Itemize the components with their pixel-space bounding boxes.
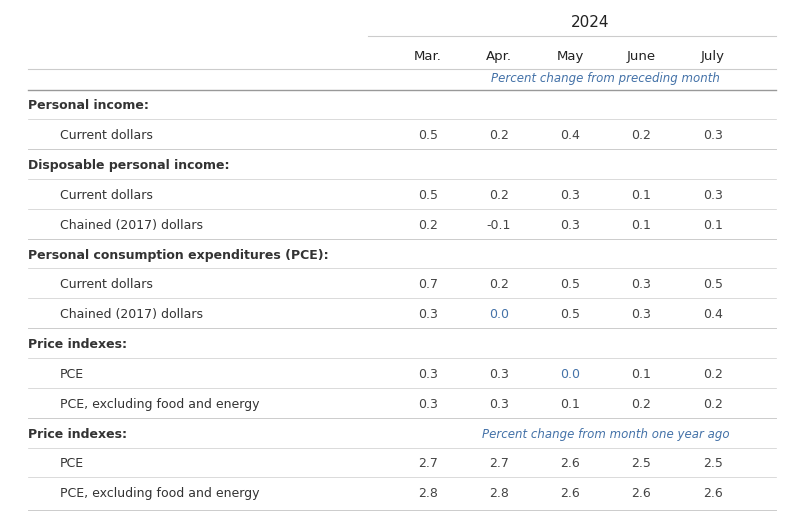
Text: PCE, excluding food and energy: PCE, excluding food and energy (59, 487, 259, 500)
Text: 0.3: 0.3 (418, 368, 438, 381)
Text: 0.3: 0.3 (560, 219, 580, 231)
Text: 0.1: 0.1 (560, 398, 580, 411)
Text: Percent change from preceding month: Percent change from preceding month (491, 72, 720, 85)
Text: 2024: 2024 (570, 15, 610, 30)
Text: PCE: PCE (59, 458, 84, 470)
Text: July: July (701, 50, 725, 63)
Text: Current dollars: Current dollars (59, 129, 153, 142)
Text: Price indexes:: Price indexes: (28, 338, 127, 351)
Text: 0.5: 0.5 (560, 278, 580, 292)
Text: 2.7: 2.7 (489, 458, 509, 470)
Text: 0.2: 0.2 (489, 189, 509, 202)
Text: 0.5: 0.5 (702, 278, 722, 292)
Text: Chained (2017) dollars: Chained (2017) dollars (59, 308, 202, 321)
Text: 0.2: 0.2 (631, 398, 651, 411)
Text: Personal consumption expenditures (PCE):: Personal consumption expenditures (PCE): (28, 248, 329, 262)
Text: Personal income:: Personal income: (28, 99, 149, 112)
Text: 0.3: 0.3 (418, 308, 438, 321)
Text: 2.7: 2.7 (418, 458, 438, 470)
Text: Apr.: Apr. (486, 50, 512, 63)
Text: 2.6: 2.6 (560, 458, 580, 470)
Text: 0.0: 0.0 (560, 368, 580, 381)
Text: 0.3: 0.3 (702, 189, 722, 202)
Text: Current dollars: Current dollars (59, 189, 153, 202)
Text: 2.8: 2.8 (489, 487, 509, 500)
Text: Price indexes:: Price indexes: (28, 428, 127, 440)
Text: 0.2: 0.2 (702, 398, 722, 411)
Text: 0.1: 0.1 (631, 368, 651, 381)
Text: 0.4: 0.4 (560, 129, 580, 142)
Text: Mar.: Mar. (414, 50, 442, 63)
Text: Current dollars: Current dollars (59, 278, 153, 292)
Text: 0.3: 0.3 (631, 278, 651, 292)
Text: 0.2: 0.2 (489, 278, 509, 292)
Text: 0.0: 0.0 (489, 308, 509, 321)
Text: 0.1: 0.1 (631, 189, 651, 202)
Text: 0.4: 0.4 (702, 308, 722, 321)
Text: May: May (557, 50, 584, 63)
Text: 0.7: 0.7 (418, 278, 438, 292)
Text: 2.5: 2.5 (702, 458, 722, 470)
Text: 0.3: 0.3 (560, 189, 580, 202)
Text: 0.2: 0.2 (631, 129, 651, 142)
Text: 0.1: 0.1 (702, 219, 722, 231)
Text: 2.6: 2.6 (631, 487, 651, 500)
Text: 2.5: 2.5 (631, 458, 651, 470)
Text: 0.3: 0.3 (489, 398, 509, 411)
Text: Percent change from month one year ago: Percent change from month one year ago (482, 428, 730, 440)
Text: PCE: PCE (59, 368, 84, 381)
Text: 0.2: 0.2 (489, 129, 509, 142)
Text: June: June (627, 50, 656, 63)
Text: 0.5: 0.5 (418, 189, 438, 202)
Text: 0.5: 0.5 (418, 129, 438, 142)
Text: 2.6: 2.6 (560, 487, 580, 500)
Text: 0.3: 0.3 (631, 308, 651, 321)
Text: 0.3: 0.3 (489, 368, 509, 381)
Text: -0.1: -0.1 (486, 219, 511, 231)
Text: 2.8: 2.8 (418, 487, 438, 500)
Text: 0.3: 0.3 (702, 129, 722, 142)
Text: Chained (2017) dollars: Chained (2017) dollars (59, 219, 202, 231)
Text: 0.5: 0.5 (560, 308, 580, 321)
Text: 0.2: 0.2 (702, 368, 722, 381)
Text: 0.3: 0.3 (418, 398, 438, 411)
Text: Disposable personal income:: Disposable personal income: (28, 159, 230, 172)
Text: PCE, excluding food and energy: PCE, excluding food and energy (59, 398, 259, 411)
Text: 0.2: 0.2 (418, 219, 438, 231)
Text: 2.6: 2.6 (703, 487, 722, 500)
Text: 0.1: 0.1 (631, 219, 651, 231)
